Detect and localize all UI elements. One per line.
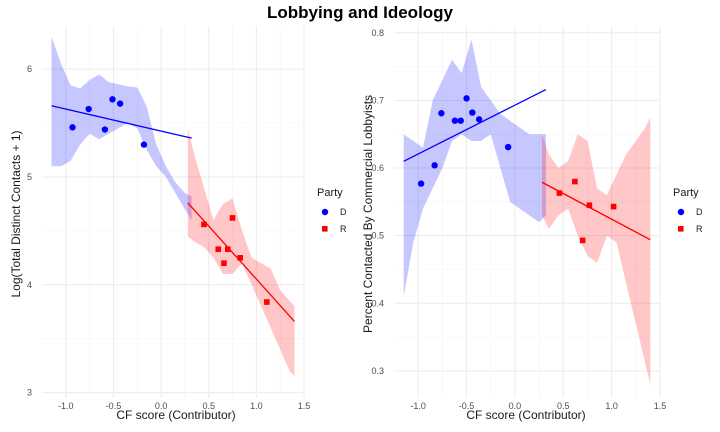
left-d-point <box>116 100 124 107</box>
right-y-tick-label: 0.8 <box>371 28 384 38</box>
right-d-point <box>457 117 464 124</box>
left-confidence-bands <box>51 36 295 377</box>
left-legend-d-marker <box>321 208 329 216</box>
left-legend-title: Party <box>317 187 343 199</box>
right-r-point <box>579 237 586 244</box>
right-gridlines <box>394 26 661 398</box>
left-r-confidence-band <box>187 128 295 377</box>
right-legend-d-marker <box>677 208 685 216</box>
left-r-point <box>215 246 222 252</box>
right-data-points <box>417 95 617 244</box>
right-y-tick-label: 0.7 <box>371 95 384 105</box>
right-panel: -1.0 -0.5 0.0 0.5 1.0 1.5 0.30.40.50.60.70.8 … <box>361 26 666 422</box>
right-y-tick-label: 0.3 <box>371 366 384 376</box>
left-y-tick-label: 6 <box>27 64 32 74</box>
right-x-tick-label: 0.5 <box>557 401 570 411</box>
right-r-confidence-band <box>542 117 651 385</box>
left-d-point <box>101 126 109 133</box>
left-d-point <box>85 105 92 113</box>
right-y-axis-label: Percent Contacted By Commercial Lobbyist… <box>361 95 375 333</box>
left-r-point <box>221 260 227 267</box>
right-x-axis-label: CF score (Contributor) <box>466 408 585 422</box>
right-d-fit-line <box>403 88 547 162</box>
left-d-point <box>109 96 116 103</box>
right-d-point <box>475 116 483 123</box>
left-y-tick-label: 5 <box>27 172 32 182</box>
right-legend: Party D R <box>673 187 703 234</box>
left-x-tick-label: 1.5 <box>298 401 311 411</box>
left-r-point <box>229 215 236 221</box>
left-y-tick-label: 3 <box>27 388 32 398</box>
right-legend-d-label: D <box>696 207 703 217</box>
left-d-point <box>69 124 76 131</box>
left-legend-d-label: D <box>340 207 347 217</box>
right-r-point <box>572 178 578 185</box>
left-r-fit-line <box>187 202 295 322</box>
right-x-tick-labels: -1.0 -0.5 0.0 0.5 1.0 1.5 <box>410 401 666 411</box>
left-r-point <box>224 246 231 252</box>
right-d-point <box>504 143 512 151</box>
left-x-tick-label: -0.5 <box>106 401 122 411</box>
right-y-tick-label: 0.5 <box>371 231 384 241</box>
right-r-point <box>556 190 563 196</box>
left-legend: Party D R <box>317 187 347 234</box>
right-d-point <box>469 109 476 116</box>
right-d-point <box>451 117 459 124</box>
right-d-point <box>463 95 470 102</box>
right-y-tick-label: 0.4 <box>371 298 384 308</box>
right-confidence-bands <box>403 39 651 385</box>
left-x-tick-label: 1.0 <box>250 401 263 411</box>
right-d-point <box>438 110 445 117</box>
left-x-tick-label: 0.5 <box>202 401 215 411</box>
right-legend-title: Party <box>673 187 699 199</box>
right-r-point <box>610 203 617 210</box>
left-x-tick-label: 0.0 <box>155 401 168 411</box>
left-d-point <box>140 141 148 148</box>
left-d-fit-line <box>51 105 192 139</box>
right-legend-r-marker <box>678 226 684 232</box>
right-x-tick-label: 1.5 <box>654 401 667 411</box>
left-gridlines <box>42 26 305 398</box>
right-d-confidence-band <box>403 39 546 297</box>
right-d-point <box>417 180 425 187</box>
left-r-point <box>201 221 207 228</box>
left-y-tick-labels: 3 4 5 6 <box>27 64 32 397</box>
left-d-confidence-band <box>51 36 192 221</box>
left-x-axis-label: CF score (Contributor) <box>116 408 235 422</box>
right-x-tick-label: 0.0 <box>509 401 522 411</box>
left-x-tick-labels: -1.0 -0.5 0.0 0.5 1.0 1.5 <box>58 401 310 411</box>
right-legend-r-label: R <box>696 224 703 234</box>
left-legend-r-label: R <box>340 224 347 234</box>
left-r-point <box>237 255 243 261</box>
left-legend-r-marker <box>322 226 328 232</box>
right-y-tick-labels: 0.3 0.4 0.5 0.6 0.7 0.8 <box>371 28 384 376</box>
right-x-tick-label: -1.0 <box>410 401 426 411</box>
left-panel: -1.0 -0.5 0.0 0.5 1.0 1.5 3 4 5 6 CF score (Cont… <box>9 26 310 422</box>
left-y-tick-label: 4 <box>27 280 32 290</box>
right-y-tick-label: 0.6 <box>371 163 384 173</box>
figure-title: Lobbying and Ideology <box>267 3 454 22</box>
left-data-points <box>69 96 270 305</box>
right-x-tick-label: 1.0 <box>605 401 618 411</box>
left-y-axis-label: Log(Total Distinct Contacts + 1) <box>9 130 23 297</box>
right-x-tick-label: -0.5 <box>459 401 475 411</box>
right-d-point <box>431 162 438 169</box>
right-r-point <box>586 202 593 209</box>
left-r-point <box>264 299 270 305</box>
left-x-tick-label: -1.0 <box>58 401 74 411</box>
